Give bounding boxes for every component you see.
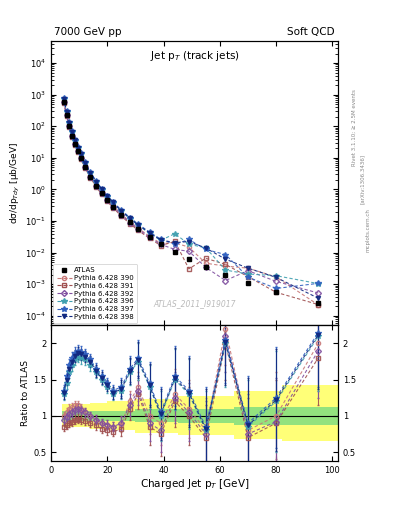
Text: Jet p$_T$ (track jets): Jet p$_T$ (track jets) [150, 50, 239, 63]
Legend: ATLAS, Pythia 6.428 390, Pythia 6.428 391, Pythia 6.428 392, Pythia 6.428 396, P: ATLAS, Pythia 6.428 390, Pythia 6.428 39… [53, 264, 137, 323]
Text: [arXiv:1306.3436]: [arXiv:1306.3436] [360, 154, 365, 204]
Text: Rivet 3.1.10; ≥ 2.5M events: Rivet 3.1.10; ≥ 2.5M events [352, 90, 357, 166]
Text: 7000 GeV pp: 7000 GeV pp [54, 27, 121, 37]
Text: mcplots.cern.ch: mcplots.cern.ch [365, 208, 371, 252]
Y-axis label: dσ/dp$_{Tdy}$ [μb/GeV]: dσ/dp$_{Tdy}$ [μb/GeV] [9, 142, 22, 224]
Text: ATLAS_2011_I919017: ATLAS_2011_I919017 [153, 300, 236, 308]
X-axis label: Charged Jet p$_T$ [GeV]: Charged Jet p$_T$ [GeV] [140, 477, 249, 492]
Y-axis label: Ratio to ATLAS: Ratio to ATLAS [21, 360, 30, 426]
Text: Soft QCD: Soft QCD [288, 27, 335, 37]
